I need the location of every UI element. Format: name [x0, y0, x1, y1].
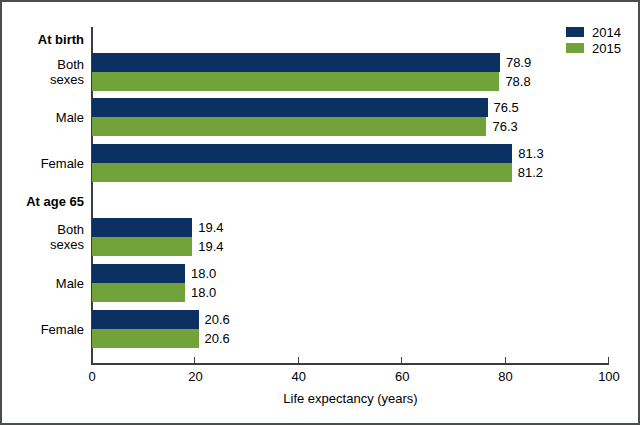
- bar-2014: [92, 218, 192, 237]
- category-label: Female: [2, 310, 84, 348]
- category-label-line: Male: [56, 276, 84, 291]
- bar-2015: [92, 237, 192, 256]
- bar-value-label: 78.8: [505, 72, 530, 91]
- bar-value-label: 19.4: [198, 237, 223, 256]
- x-tick-mark: [298, 357, 299, 363]
- bar-2014: [92, 53, 500, 72]
- chart-frame: At birthBothsexes78.978.8Male76.576.3Fem…: [0, 0, 640, 425]
- bar-value-label: 20.6: [205, 329, 230, 348]
- legend-label: 2014: [592, 25, 621, 40]
- x-axis-title: Life expectancy (years): [92, 391, 609, 406]
- bar-value-label: 81.2: [518, 163, 543, 182]
- bar-value-label: 76.5: [494, 98, 519, 117]
- category-label: Bothsexes: [2, 53, 84, 91]
- x-tick-mark: [401, 357, 402, 363]
- legend-item: 2014: [566, 24, 621, 40]
- bar-2014: [92, 264, 185, 283]
- category-label-line: Both: [57, 222, 84, 237]
- category-label-line: sexes: [50, 237, 84, 252]
- x-tick-mark: [505, 357, 506, 363]
- bar-value-label: 19.4: [198, 218, 223, 237]
- category-label: Bothsexes: [2, 218, 84, 256]
- bar-2015: [92, 72, 499, 91]
- x-tick-label: 100: [591, 369, 627, 384]
- x-tick-label: 20: [177, 369, 213, 384]
- category-label-line: Female: [41, 322, 84, 337]
- bar-2015: [92, 329, 199, 348]
- bar-2014: [92, 310, 199, 329]
- section-label: At age 65: [2, 194, 84, 209]
- bar-value-label: 76.3: [492, 117, 517, 136]
- legend: 20142015: [566, 24, 621, 56]
- bar-2015: [92, 117, 486, 136]
- category-label: Female: [2, 144, 84, 182]
- bar-2015: [92, 163, 512, 182]
- legend-label: 2015: [592, 41, 621, 56]
- x-axis-line: [91, 363, 609, 365]
- bar-value-label: 78.9: [506, 53, 531, 72]
- bar-value-label: 18.0: [191, 264, 216, 283]
- category-label-line: Male: [56, 110, 84, 125]
- legend-item: 2015: [566, 40, 621, 56]
- x-tick-label: 80: [488, 369, 524, 384]
- category-label: Male: [2, 98, 84, 136]
- bar-value-label: 18.0: [191, 283, 216, 302]
- category-label: Male: [2, 264, 84, 302]
- bar-2014: [92, 144, 512, 163]
- bar-value-label: 81.3: [518, 144, 543, 163]
- x-tick-label: 0: [74, 369, 110, 384]
- x-tick-label: 40: [281, 369, 317, 384]
- x-tick-mark: [608, 357, 609, 363]
- category-label-line: Female: [41, 156, 84, 171]
- legend-swatch-2014: [566, 27, 584, 37]
- category-label-line: sexes: [50, 72, 84, 87]
- bar-2015: [92, 283, 185, 302]
- bar-2014: [92, 98, 488, 117]
- x-tick-label: 60: [384, 369, 420, 384]
- category-label-line: Both: [57, 57, 84, 72]
- legend-swatch-2015: [566, 43, 584, 53]
- x-tick-mark: [194, 357, 195, 363]
- section-label: At birth: [2, 32, 84, 47]
- bar-value-label: 20.6: [205, 310, 230, 329]
